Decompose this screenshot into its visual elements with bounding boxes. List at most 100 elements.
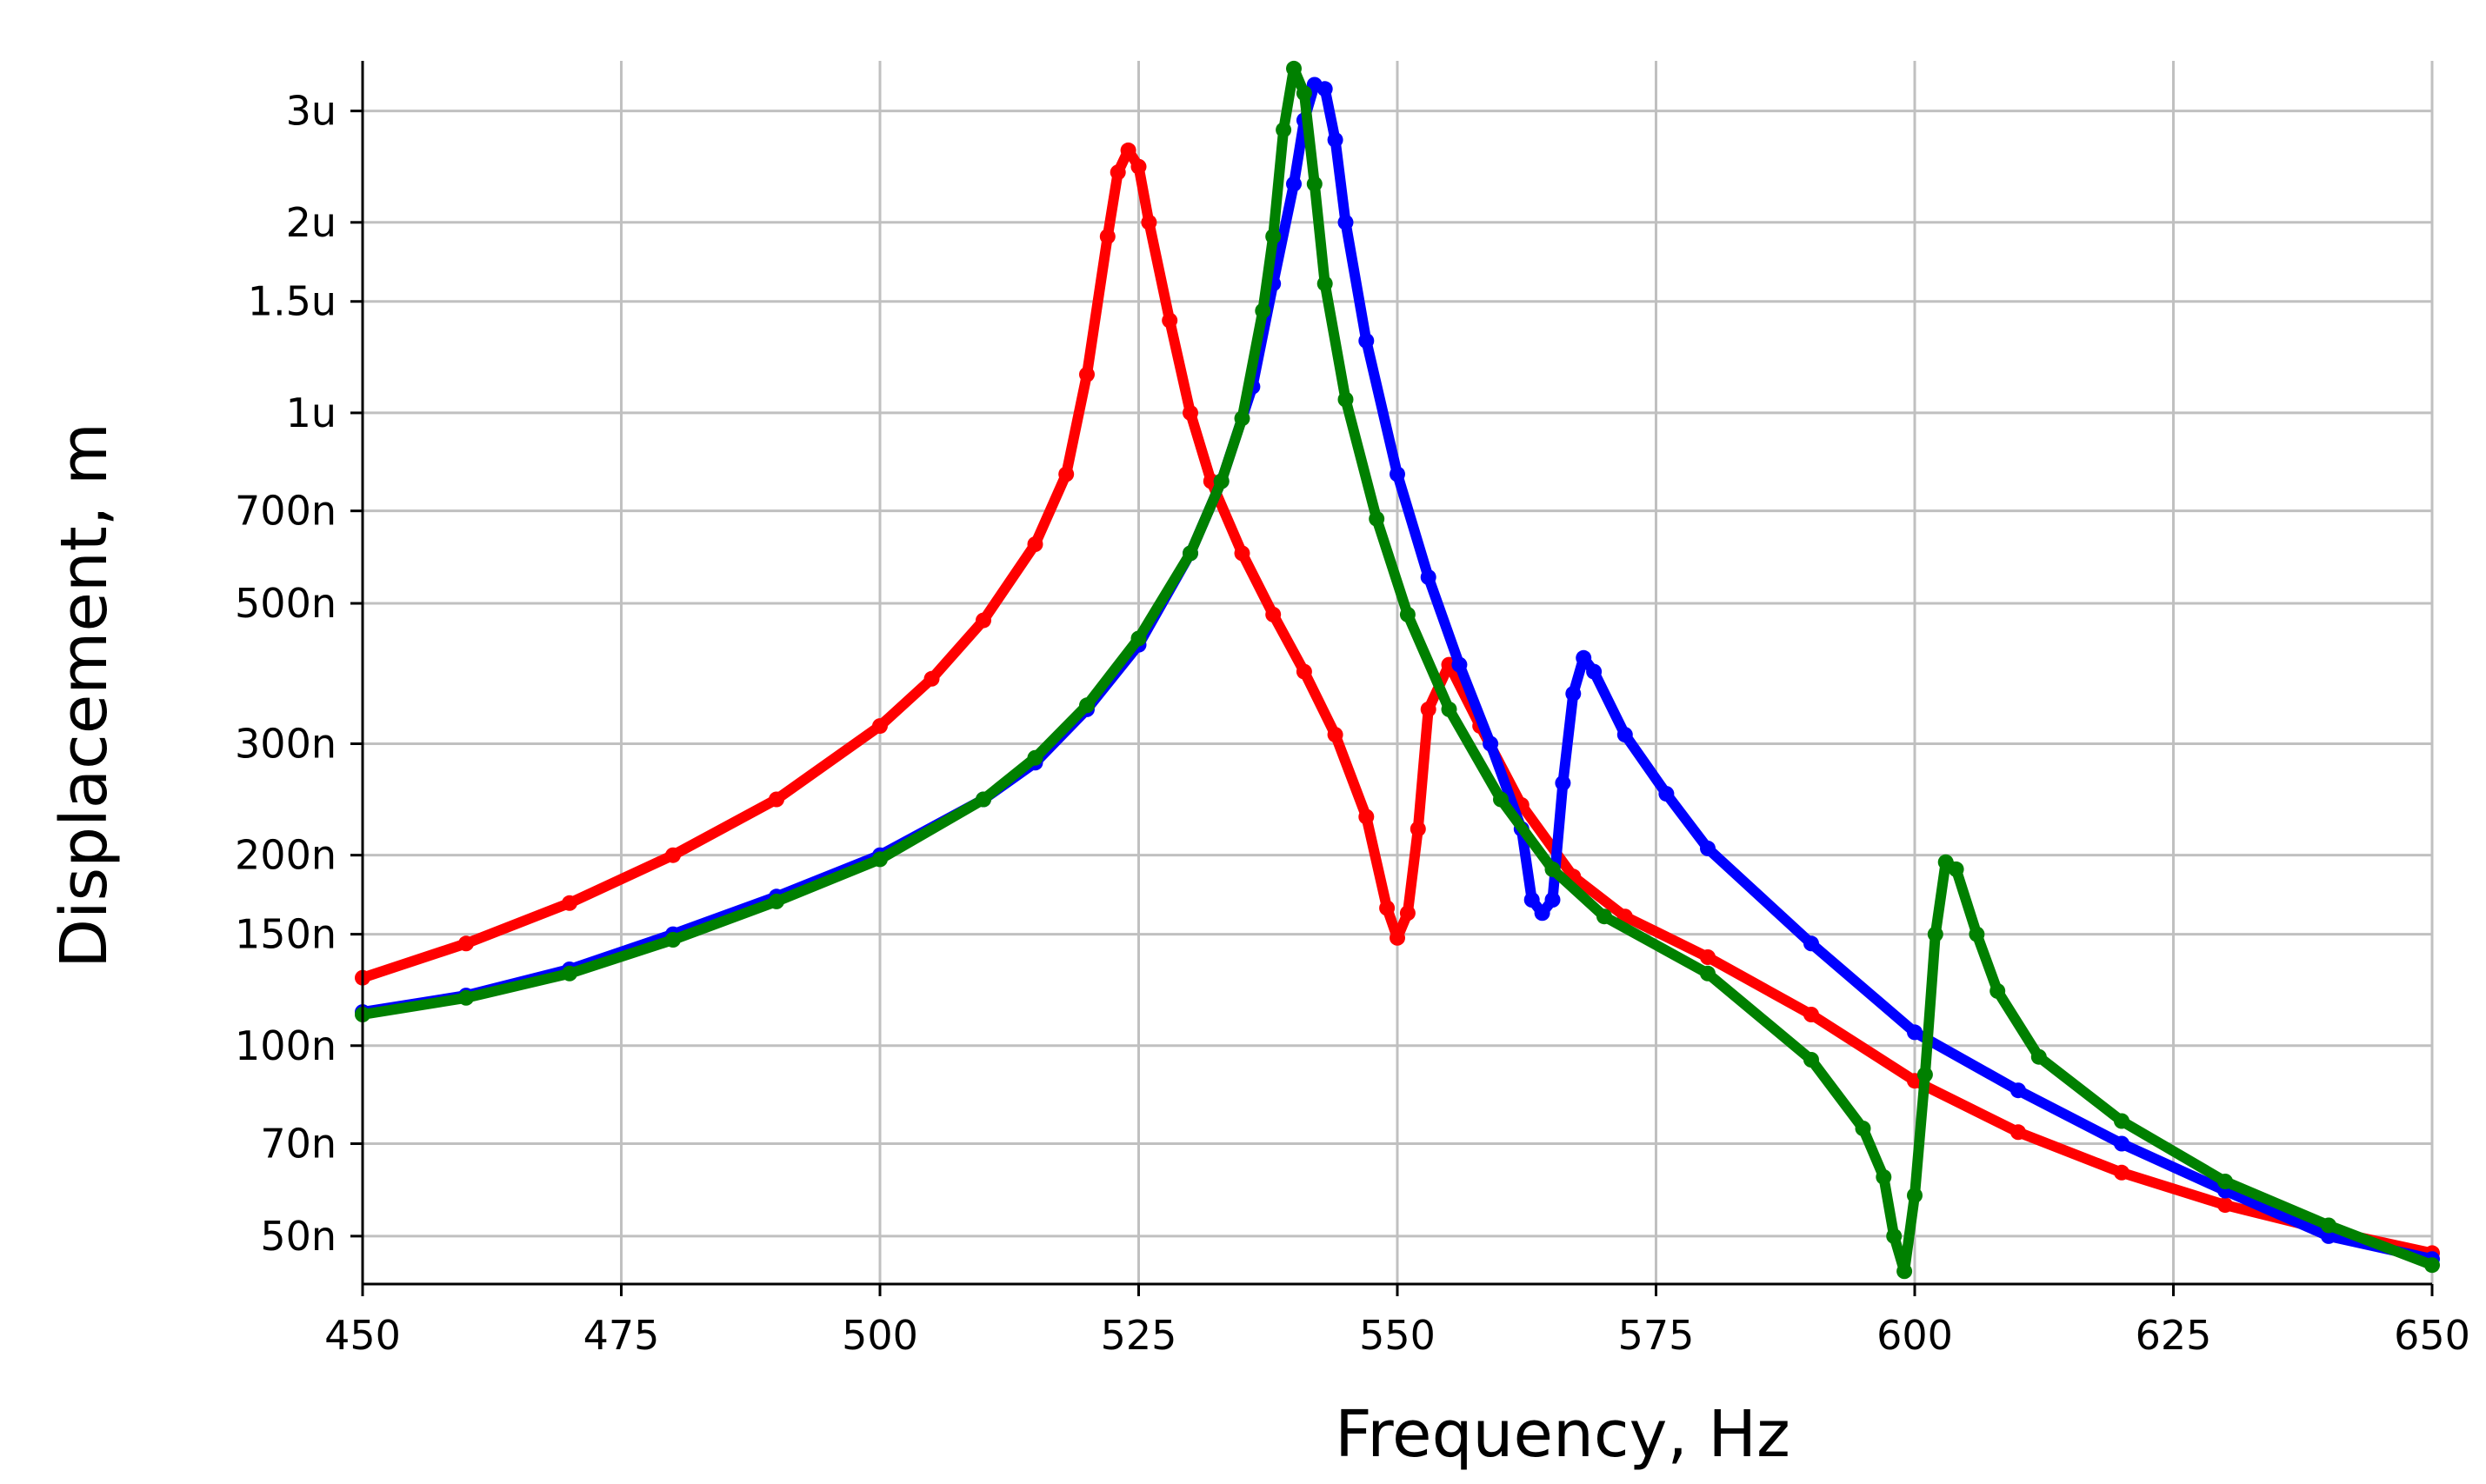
data-point-green — [562, 965, 577, 982]
y-tick-label: 500n — [235, 580, 337, 627]
data-point-blue — [1565, 685, 1582, 702]
data-point-green — [1234, 410, 1250, 427]
x-tick-label: 525 — [1101, 1312, 1177, 1359]
data-point-red — [1079, 366, 1095, 383]
x-tick-labels: 450 475 500 525 550 575 600 625 650 — [324, 1312, 2470, 1359]
series-red — [355, 142, 2440, 1261]
data-point-green — [1493, 791, 1509, 808]
data-point-red — [923, 670, 940, 687]
data-point-green — [1276, 122, 1292, 138]
data-point-blue — [2114, 1135, 2129, 1152]
axes — [350, 61, 2434, 1296]
y-tick-label: 150n — [235, 911, 337, 958]
data-point-green — [1286, 60, 1302, 77]
data-point-blue — [1451, 656, 1468, 673]
data-point-green — [1544, 861, 1561, 877]
data-point-red — [562, 895, 577, 911]
data-point-red — [458, 935, 474, 952]
data-point-red — [872, 718, 888, 735]
data-point-green — [1596, 908, 1612, 925]
data-point-green — [1855, 1121, 1871, 1136]
series-points-red — [355, 142, 2440, 1261]
data-point-red — [1162, 312, 1178, 329]
x-axis-title: Frequency, Hz — [1335, 1397, 1790, 1472]
data-point-green — [2424, 1257, 2440, 1274]
data-point-green — [1306, 176, 1323, 192]
data-point-green — [2217, 1174, 2233, 1189]
data-point-blue — [1616, 727, 1633, 743]
data-point-green — [1876, 1168, 1892, 1185]
data-point-green — [1399, 606, 1416, 622]
series-points-green — [355, 60, 2440, 1280]
data-point-green — [1255, 303, 1271, 319]
data-point-red — [1327, 727, 1343, 743]
data-point-green — [2114, 1113, 2129, 1129]
data-point-green — [1213, 473, 1230, 489]
data-point-green — [1265, 229, 1282, 244]
data-point-green — [1989, 982, 2006, 999]
x-tick-label: 450 — [324, 1312, 401, 1359]
y-tick-label: 50n — [260, 1213, 337, 1260]
data-point-green — [1700, 965, 1716, 982]
data-point-green — [1183, 545, 1198, 562]
data-point-red — [665, 847, 681, 863]
data-point-blue — [1555, 775, 1571, 791]
data-point-green — [458, 989, 474, 1006]
y-tick-label: 1u — [286, 389, 337, 436]
data-point-red — [1234, 545, 1250, 562]
data-point-red — [2217, 1197, 2233, 1214]
data-point-green — [769, 893, 784, 909]
data-point-green — [2321, 1217, 2336, 1234]
data-point-blue — [1358, 333, 1375, 349]
y-axis-title: Displacement, m — [47, 423, 122, 968]
data-point-blue — [1658, 786, 1675, 802]
x-tick-label: 550 — [1359, 1312, 1436, 1359]
data-point-green — [872, 851, 888, 868]
data-point-green — [1079, 697, 1095, 714]
data-point-red — [1120, 142, 1136, 158]
data-point-green — [2030, 1048, 2047, 1065]
data-point-green — [1130, 630, 1147, 647]
data-point-blue — [1803, 935, 1819, 952]
data-point-blue — [2010, 1082, 2026, 1099]
data-point-red — [1265, 606, 1282, 622]
data-point-red — [1803, 1007, 1819, 1022]
x-tick-label: 600 — [1876, 1312, 1953, 1359]
data-point-red — [1399, 905, 1416, 922]
y-tick-label: 1.5u — [248, 278, 337, 325]
data-point-green — [1927, 926, 1943, 942]
y-tick-label: 3u — [286, 88, 337, 135]
data-point-blue — [1576, 649, 1592, 666]
data-point-green — [1441, 701, 1457, 717]
y-tick-label: 2u — [286, 199, 337, 246]
series-group — [355, 60, 2440, 1280]
data-point-blue — [1534, 905, 1550, 922]
data-point-green — [1027, 749, 1043, 766]
data-point-red — [1410, 821, 1426, 837]
data-point-red — [1700, 949, 1716, 965]
data-point-green — [1896, 1263, 1913, 1280]
series-green — [355, 60, 2440, 1280]
x-tick-label: 475 — [583, 1312, 660, 1359]
data-point-green — [976, 791, 991, 808]
data-point-red — [1358, 809, 1375, 825]
data-point-red — [1379, 900, 1396, 916]
data-point-green — [1337, 391, 1354, 408]
data-point-red — [976, 612, 991, 629]
data-point-red — [2114, 1164, 2129, 1181]
y-tick-label: 300n — [235, 720, 337, 767]
data-point-green — [1296, 85, 1312, 102]
data-point-blue — [1544, 892, 1561, 908]
data-point-blue — [1390, 466, 1405, 482]
data-point-red — [1110, 164, 1126, 181]
data-point-red — [1141, 214, 1157, 230]
data-point-blue — [1586, 663, 1603, 680]
data-point-red — [1183, 404, 1198, 421]
data-point-blue — [1907, 1024, 1923, 1041]
data-point-blue — [1483, 735, 1499, 752]
x-tick-label: 500 — [842, 1312, 918, 1359]
data-point-blue — [1420, 569, 1436, 585]
data-point-blue — [1337, 214, 1354, 230]
data-point-red — [2010, 1124, 2026, 1141]
